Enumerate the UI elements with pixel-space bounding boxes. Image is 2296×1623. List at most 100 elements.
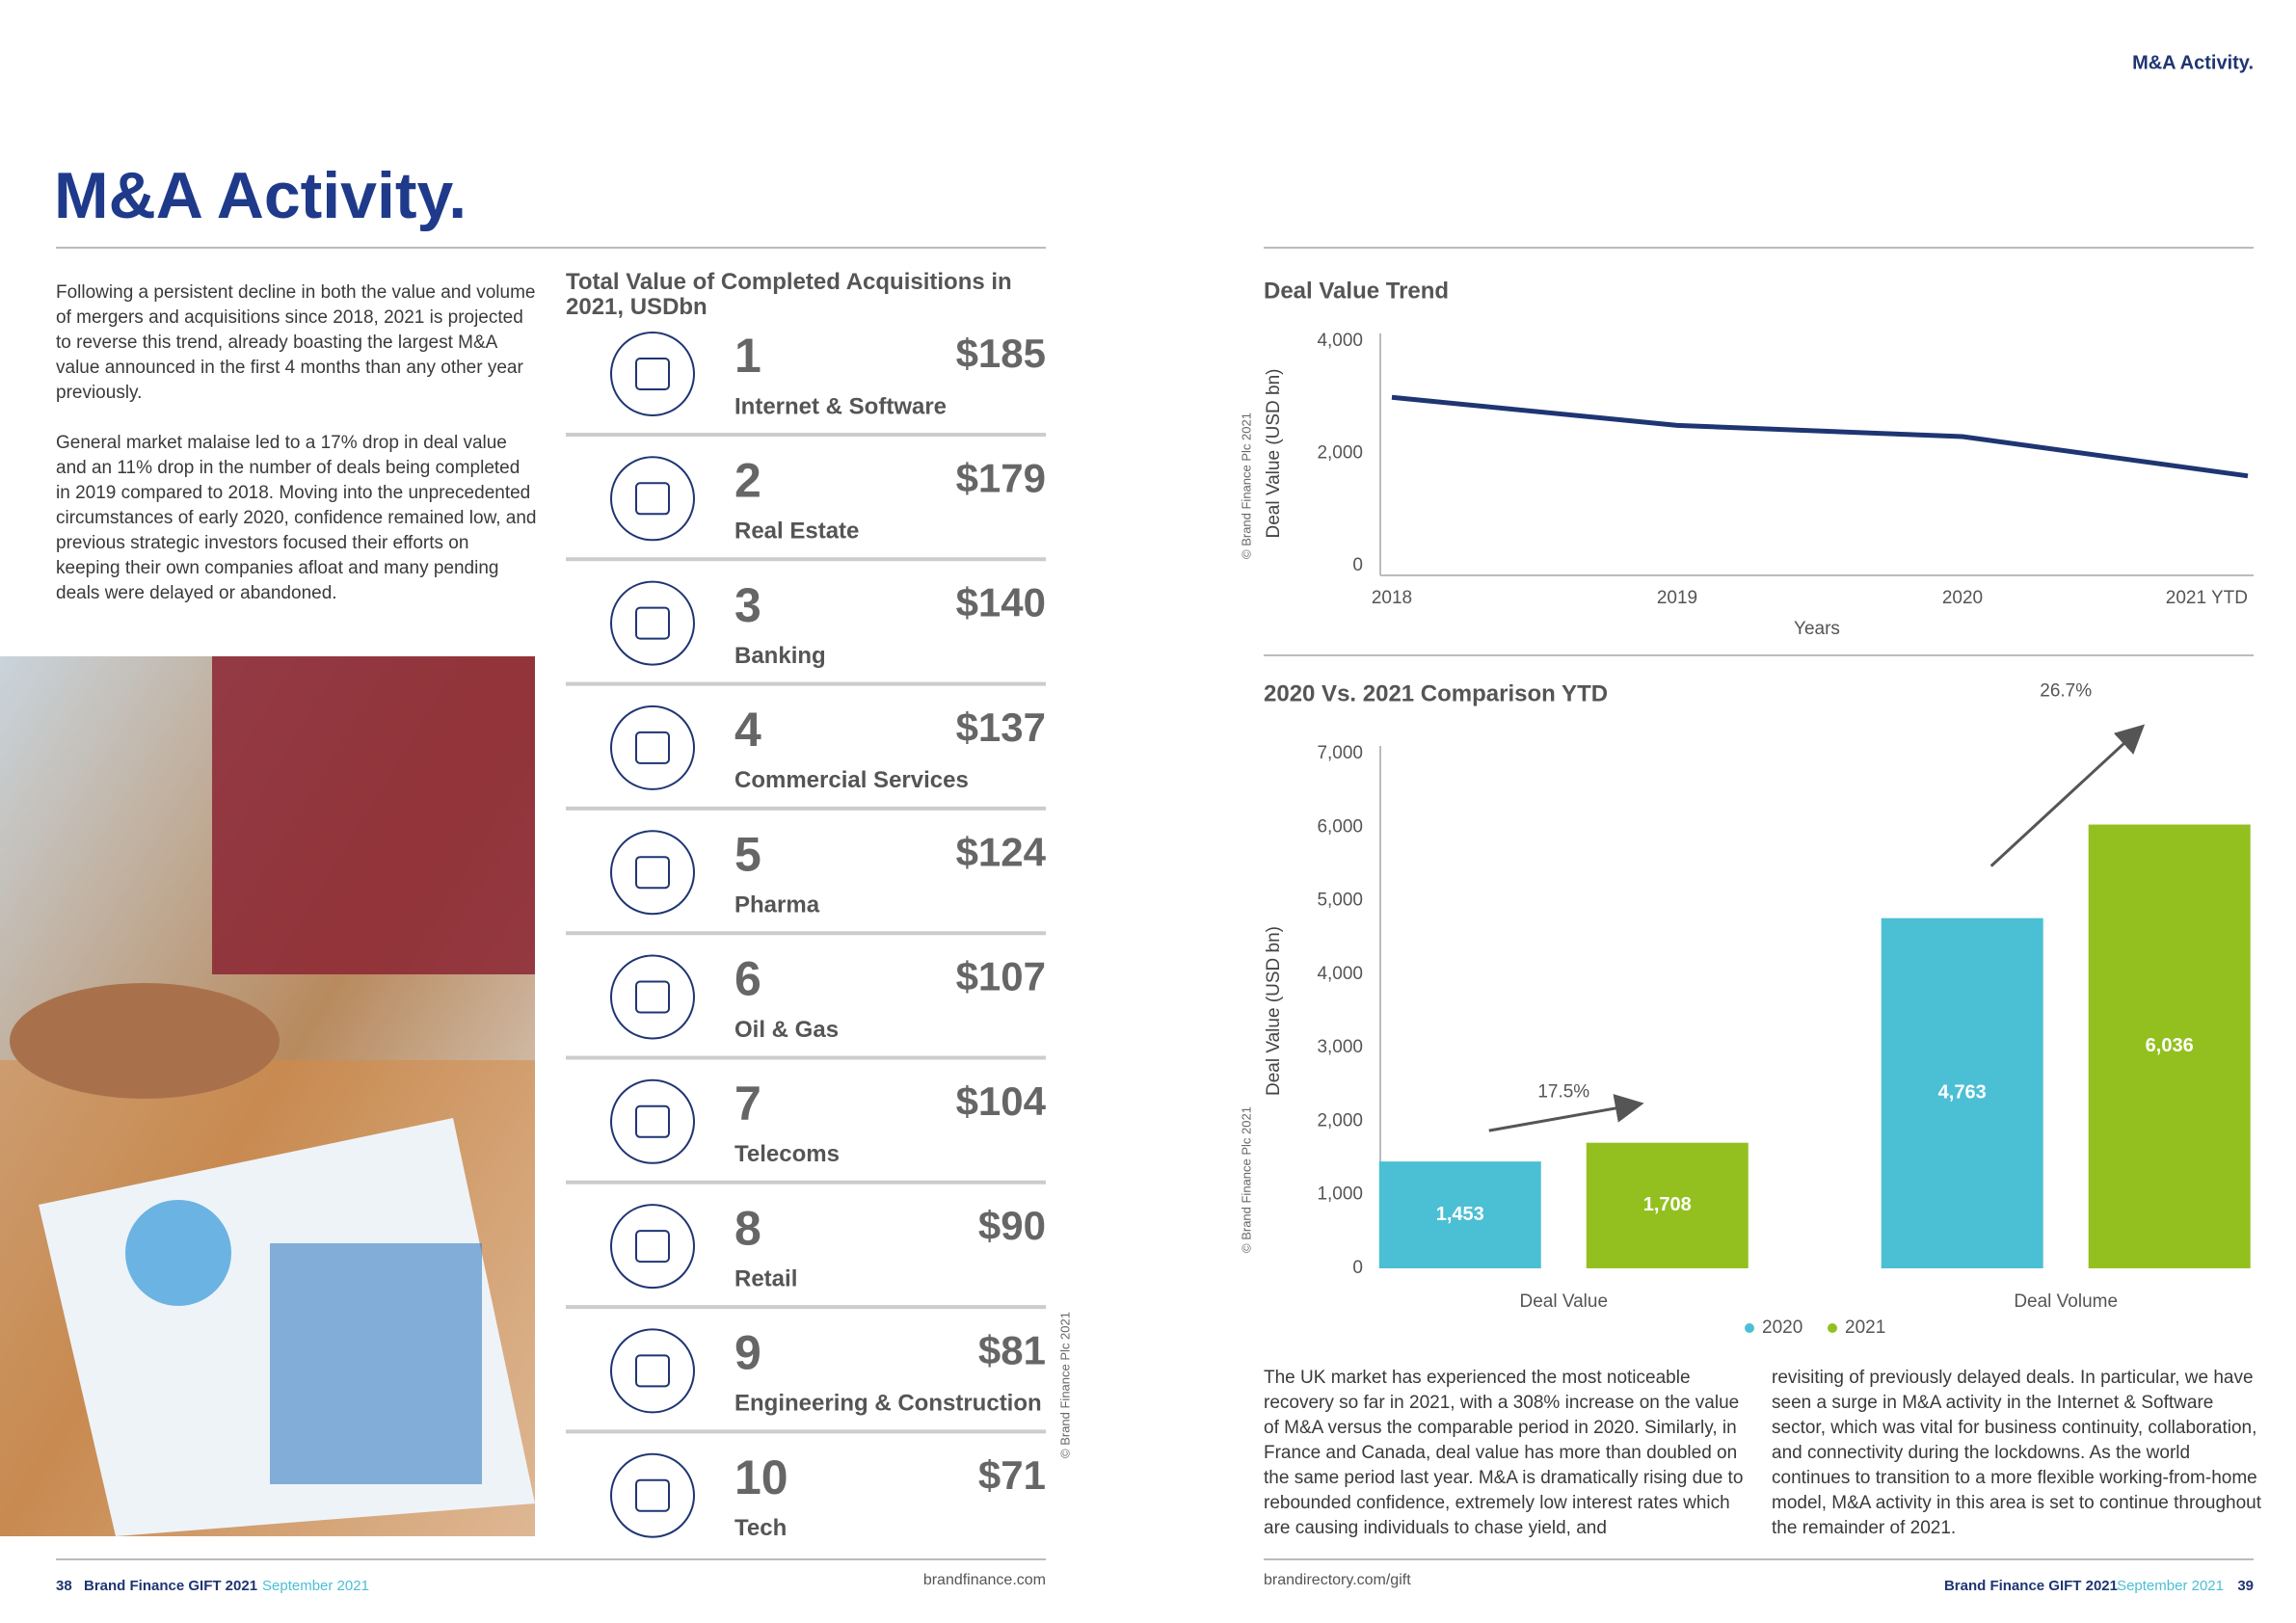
- y-axis-label: Deal Value (USD bn): [1264, 368, 1284, 538]
- footer-site: brandfinance.com: [923, 1572, 1046, 1588]
- growth-label: 17.5%: [1537, 1082, 1589, 1103]
- sector-icon: [610, 954, 695, 1040]
- body-paragraph: The UK market has experienced the most n…: [1264, 1368, 1744, 1538]
- sector-name: Real Estate: [734, 519, 859, 545]
- x-axis-label: Years: [1794, 619, 1840, 639]
- legend-label: 2020: [1762, 1317, 1802, 1338]
- ranking-row: 9 $81 Engineering & Construction: [566, 1326, 1046, 1434]
- y-tick-label: 7,000: [1317, 743, 1363, 763]
- ranking-value: $179: [956, 455, 1046, 500]
- rank-number: 10: [734, 1450, 788, 1504]
- footer-publication: Brand Finance GIFT 2021: [84, 1578, 257, 1594]
- section-header: M&A Activity.: [2132, 52, 2254, 73]
- y-tick-label: 5,000: [1317, 891, 1363, 911]
- ranking-value: $104: [956, 1078, 1047, 1124]
- rank-number: 9: [734, 1326, 761, 1380]
- growth-arrow: [1488, 1094, 1644, 1132]
- bar: [1378, 1161, 1541, 1268]
- bar-value-label: 1,708: [1643, 1194, 1692, 1215]
- sector-name: Tech: [734, 1515, 787, 1541]
- y-tick-label: 6,000: [1317, 816, 1363, 837]
- sector-icon: [610, 332, 695, 416]
- bar: [2088, 824, 2251, 1268]
- copyright: © Brand Finance Plc 2021: [1057, 1312, 1072, 1458]
- x-tick-label: Deal Volume: [2014, 1291, 2118, 1312]
- sector-icon: [610, 1078, 695, 1164]
- ranking-value: $81: [978, 1327, 1046, 1372]
- rank-number: 5: [734, 827, 761, 881]
- y-tick-label: 2,000: [1317, 443, 1363, 464]
- chart-title: Deal Value Trend: [1264, 278, 1449, 304]
- sector-icon-glyph: [635, 1230, 670, 1264]
- rank-number: 1: [734, 329, 761, 383]
- bar: [1586, 1142, 1749, 1268]
- ranking-value: $124: [956, 829, 1047, 874]
- legend-swatch: [1745, 1323, 1754, 1333]
- footer-site: brandirectory.com/gift: [1264, 1572, 1411, 1588]
- sector-name: Commercial Services: [734, 767, 969, 793]
- x-tick-label: Deal Value: [1519, 1291, 1608, 1312]
- sector-icon: [610, 1204, 695, 1290]
- sector-name: Oil & Gas: [734, 1017, 839, 1043]
- sector-icon-glyph: [635, 1478, 670, 1512]
- sector-name: Internet & Software: [734, 393, 947, 419]
- ranking-row: 1 $185 Internet & Software: [566, 329, 1046, 437]
- body-paragraph: revisiting of previously delayed deals. …: [1772, 1368, 2261, 1538]
- rank-number: 8: [734, 1201, 761, 1255]
- rank-number: 7: [734, 1077, 761, 1131]
- y-axis-label: Deal Value (USD bn): [1264, 926, 1284, 1096]
- sector-icon: [610, 456, 695, 542]
- copyright: © Brand Finance Plc 2021: [1239, 1106, 1253, 1253]
- trend-line: [1391, 394, 2249, 479]
- sector-icon-glyph: [635, 482, 670, 516]
- sector-icon-glyph: [635, 731, 670, 764]
- sector-name: Retail: [734, 1265, 797, 1291]
- sector-icon: [610, 1452, 695, 1538]
- sector-icon-glyph: [635, 1354, 670, 1388]
- ranking-value: $107: [956, 954, 1046, 999]
- photo: [0, 656, 535, 1536]
- bar-value-label: 6,036: [2146, 1035, 2194, 1056]
- x-tick-label: 2019: [1657, 588, 1697, 608]
- page-number: 39: [2237, 1578, 2254, 1594]
- page-number: 38: [56, 1578, 72, 1594]
- sector-name: Banking: [734, 643, 826, 669]
- ranking-value: $137: [956, 705, 1046, 750]
- ranking-row: 2 $179 Real Estate: [566, 454, 1046, 562]
- ranking-row: 10 $71 Tech: [610, 1450, 1046, 1541]
- chart-title: 2020 Vs. 2021 Comparison YTD: [1264, 680, 1608, 706]
- ranking-row: 4 $137 Commercial Services: [566, 703, 1046, 811]
- y-tick-label: 4,000: [1317, 964, 1363, 984]
- footer-date: September 2021: [2117, 1578, 2224, 1594]
- x-tick-label: 2020: [1942, 588, 1983, 608]
- y-tick-label: 4,000: [1317, 331, 1363, 351]
- sector-icon-glyph: [635, 980, 670, 1014]
- y-tick-label: 2,000: [1317, 1110, 1363, 1131]
- footer-date: September 2021: [262, 1578, 369, 1594]
- rank-number: 6: [734, 952, 761, 1006]
- sector-icon: [610, 705, 695, 790]
- growth-arrow: [1989, 724, 2146, 867]
- ranking-row: 5 $124 Pharma: [566, 827, 1047, 936]
- y-tick-label: 0: [1352, 1258, 1363, 1278]
- sector-name: Engineering & Construction: [734, 1391, 1042, 1417]
- ranking-value: $140: [956, 580, 1046, 625]
- bar-value-label: 4,763: [1938, 1082, 1987, 1104]
- sector-icon-glyph: [635, 606, 670, 640]
- sector-icon: [610, 1328, 695, 1414]
- sector-name: Pharma: [734, 892, 820, 918]
- sector-icon: [610, 580, 695, 666]
- copyright: © Brand Finance Plc 2021: [1239, 412, 1253, 559]
- y-tick-label: 0: [1352, 555, 1363, 575]
- rank-number: 4: [734, 703, 761, 757]
- page-title: M&A Activity.: [54, 159, 467, 232]
- y-tick-label: 3,000: [1317, 1037, 1363, 1057]
- ranking-row: 6 $107 Oil & Gas: [566, 952, 1046, 1060]
- sector-icon: [610, 830, 695, 916]
- x-tick-label: 2018: [1372, 588, 1412, 608]
- rank-number: 2: [734, 454, 761, 508]
- ranking-value: $90: [978, 1203, 1046, 1248]
- ranking-value: $185: [956, 331, 1046, 376]
